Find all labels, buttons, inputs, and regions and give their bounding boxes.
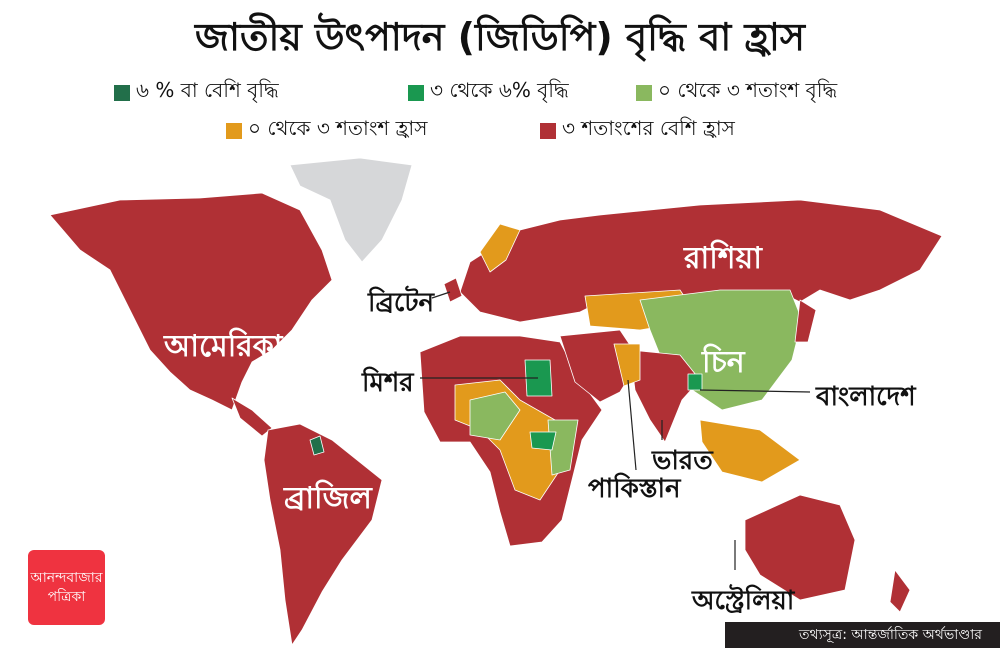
legend-label: ৬ % বা বেশি বৃদ্ধি bbox=[136, 78, 279, 102]
label-brazil: ব্রাজিল bbox=[284, 481, 372, 516]
label-pakistan: পাকিস্তান bbox=[588, 474, 681, 504]
legend-item-3-6-growth: ৩ থেকে ৬% বৃদ্ধি bbox=[408, 76, 569, 109]
legend-item-6plus-growth: ৬ % বা বেশি বৃদ্ধি bbox=[114, 76, 279, 109]
label-russia: রাশিয়া bbox=[684, 241, 762, 276]
bangladesh bbox=[687, 373, 703, 391]
greenland bbox=[289, 157, 413, 263]
label-egypt: মিশর bbox=[362, 368, 414, 398]
label-china: চিন bbox=[702, 345, 745, 380]
legend-swatch bbox=[540, 122, 556, 139]
india bbox=[629, 349, 701, 443]
ethiopia bbox=[529, 431, 557, 451]
source-credit: তথ্যসূত্র: আন্তর্জাতিক অর্থভাণ্ডার bbox=[725, 622, 1000, 648]
legend-swatch bbox=[114, 84, 130, 101]
map-title: জাতীয় উৎপাদন (জিডিপি) বৃদ্ধি বা হ্রাস bbox=[195, 15, 805, 59]
africa-growth-zone bbox=[469, 391, 521, 441]
china bbox=[639, 289, 803, 411]
label-bangladesh: বাংলাদেশ bbox=[816, 382, 916, 412]
guyana bbox=[309, 435, 325, 456]
legend-swatch bbox=[636, 84, 652, 101]
legend-swatch bbox=[408, 84, 424, 101]
pakistan bbox=[613, 343, 641, 387]
leader-pakistan bbox=[627, 379, 637, 471]
leader-uk bbox=[431, 291, 451, 299]
label-india: ভারত bbox=[652, 446, 713, 476]
central-america bbox=[231, 397, 273, 437]
japan bbox=[794, 299, 817, 343]
label-usa: আমেরিকা bbox=[164, 329, 283, 364]
label-uk: ব্রিটেন bbox=[368, 288, 435, 318]
anandabazar-logo: আনন্দবাজার পত্রিকা bbox=[28, 550, 105, 625]
australia bbox=[744, 494, 856, 601]
north-america bbox=[49, 192, 333, 411]
legend-label: ৩ থেকে ৬% বৃদ্ধি bbox=[430, 78, 569, 102]
label-australia: অস্ট্রেলিয়া bbox=[692, 586, 795, 616]
legend-item-0-3-growth: ০ থেকে ৩ শতাংশ বৃদ্ধি bbox=[636, 76, 837, 109]
legend-label: ৩ শতাংশের বেশি হ্রাস bbox=[562, 116, 735, 140]
logo-line2: পত্রিকা bbox=[47, 588, 86, 605]
south-america bbox=[263, 423, 383, 646]
logo-line1: আনন্দবাজার bbox=[30, 570, 103, 587]
egypt bbox=[524, 359, 553, 397]
scandinavia bbox=[479, 223, 521, 273]
new-zealand bbox=[889, 569, 911, 613]
uk bbox=[443, 277, 463, 303]
legend-label: ০ থেকে ৩ শতাংশ হ্রাস bbox=[248, 116, 428, 140]
leader-bangladesh bbox=[699, 389, 811, 393]
legend-label: ০ থেকে ৩ শতাংশ বৃদ্ধি bbox=[658, 78, 838, 102]
southeast-asia bbox=[699, 419, 801, 483]
legend-item-0-3-decline: ০ থেকে ৩ শতাংশ হ্রাস bbox=[226, 114, 427, 147]
legend-item-3plus-decline: ৩ শতাংশের বেশি হ্রাস bbox=[540, 114, 735, 147]
legend-swatch bbox=[226, 122, 242, 139]
eurasia bbox=[459, 199, 943, 323]
